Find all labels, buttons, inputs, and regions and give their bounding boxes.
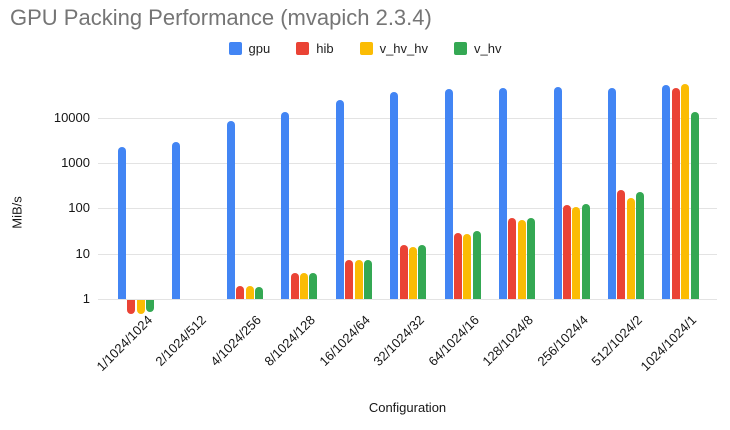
bar-v_hv[interactable] bbox=[472, 231, 481, 299]
legend-label: hib bbox=[316, 41, 334, 56]
bar-v_hv_hv[interactable] bbox=[245, 286, 254, 299]
bar-v_hv[interactable] bbox=[581, 204, 590, 299]
x-axis-tick-label: 16/1024/64 bbox=[316, 312, 373, 369]
x-axis-tick-label: 128/1024/8 bbox=[479, 312, 537, 369]
x-axis-tick-label: 1024/1024/1 bbox=[637, 312, 700, 375]
bar-gpu[interactable] bbox=[444, 89, 453, 299]
bar-v_hv[interactable] bbox=[636, 191, 645, 299]
bar-v_hv[interactable] bbox=[527, 217, 536, 299]
x-axis-tick-label: 512/1024/2 bbox=[588, 312, 645, 369]
x-axis-tick-label: 32/1024/32 bbox=[370, 312, 428, 369]
bar-hib[interactable] bbox=[345, 259, 354, 299]
legend-swatch-gpu bbox=[228, 42, 242, 55]
bar-gpu[interactable] bbox=[607, 87, 616, 299]
bar-v_hv[interactable] bbox=[418, 245, 427, 299]
bar-v_hv[interactable] bbox=[146, 300, 155, 312]
gridline bbox=[98, 117, 717, 119]
bar-v_hv_hv[interactable] bbox=[408, 247, 417, 299]
legend-swatch-v_hv bbox=[454, 42, 467, 55]
bar-gpu[interactable] bbox=[281, 111, 290, 299]
bar-v_hv_hv[interactable] bbox=[136, 300, 145, 314]
bar-v_hv_hv[interactable] bbox=[463, 234, 472, 299]
bar-v_hv[interactable] bbox=[255, 286, 263, 299]
bar-hib[interactable] bbox=[236, 286, 245, 299]
bar-v_hv_hv[interactable] bbox=[681, 84, 690, 299]
bar-v_hv[interactable] bbox=[363, 259, 372, 299]
y-axis-tick-label: 100 bbox=[68, 200, 90, 216]
bar-v_hv[interactable] bbox=[309, 273, 318, 299]
x-axis-title: Configuration bbox=[368, 400, 447, 415]
y-axis-tick-label: 1000 bbox=[61, 155, 90, 171]
bar-gpu[interactable] bbox=[662, 85, 671, 299]
bar-gpu[interactable] bbox=[226, 120, 235, 299]
bar-gpu[interactable] bbox=[553, 86, 562, 299]
y-axis-title: MiB/s bbox=[9, 196, 25, 229]
bar-v_hv_hv[interactable] bbox=[300, 273, 309, 299]
bar-hib[interactable] bbox=[290, 273, 299, 299]
bar-v_hv_hv[interactable] bbox=[517, 220, 526, 299]
gridline bbox=[98, 299, 717, 300]
chart-legend: gpu hib v_hv_hv v_hv bbox=[0, 41, 730, 56]
gridline bbox=[98, 163, 717, 165]
x-axis-tick-label: 4/1024/256 bbox=[207, 312, 264, 369]
bar-v_hv[interactable] bbox=[690, 111, 699, 299]
legend-swatch-v_hv_hv bbox=[359, 42, 373, 55]
bar-v_hv_hv[interactable] bbox=[626, 197, 635, 299]
legend-label: gpu bbox=[248, 41, 271, 56]
x-axis-tick-label: 8/1024/128 bbox=[261, 312, 319, 369]
y-axis-tick-label: 10000 bbox=[53, 109, 90, 125]
legend-item-v_hv[interactable]: v_hv bbox=[454, 41, 501, 56]
bar-gpu[interactable] bbox=[499, 87, 508, 299]
bar-hib[interactable] bbox=[617, 190, 626, 299]
bar-hib[interactable] bbox=[399, 245, 408, 299]
bar-v_hv_hv[interactable] bbox=[572, 206, 581, 299]
gridline bbox=[98, 208, 717, 210]
bar-hib[interactable] bbox=[454, 232, 462, 299]
legend-item-gpu[interactable]: gpu bbox=[228, 41, 271, 56]
x-axis-tick-label: 1/1024/1024 bbox=[93, 312, 155, 375]
bar-hib[interactable] bbox=[508, 217, 517, 299]
legend-label: v_hv_hv bbox=[379, 41, 428, 56]
legend-item-hib[interactable]: hib bbox=[296, 41, 334, 56]
chart-title: GPU Packing Performance (mvapich 2.3.4) bbox=[10, 5, 432, 30]
bar-gpu[interactable] bbox=[335, 99, 344, 299]
legend-swatch-hib bbox=[296, 42, 310, 55]
y-axis-tick-label: 1 bbox=[82, 291, 90, 306]
x-axis-tick-label: 256/1024/4 bbox=[533, 312, 591, 369]
x-axis-tick-label: 64/1024/16 bbox=[424, 312, 482, 369]
legend-label: v_hv bbox=[474, 41, 502, 56]
bar-gpu[interactable] bbox=[172, 142, 181, 299]
bar-hib[interactable] bbox=[127, 300, 136, 314]
legend-item-v_hv_hv[interactable]: v_hv_hv bbox=[359, 41, 428, 56]
x-axis-tick-label: 2/1024/512 bbox=[152, 312, 210, 369]
bar-v_hv_hv[interactable] bbox=[354, 259, 363, 299]
bar-hib[interactable] bbox=[562, 204, 571, 299]
y-axis-tick-label: 10 bbox=[75, 245, 90, 261]
bar-gpu[interactable] bbox=[390, 92, 399, 299]
bar-gpu[interactable] bbox=[117, 146, 126, 299]
bar-hib[interactable] bbox=[671, 88, 680, 299]
